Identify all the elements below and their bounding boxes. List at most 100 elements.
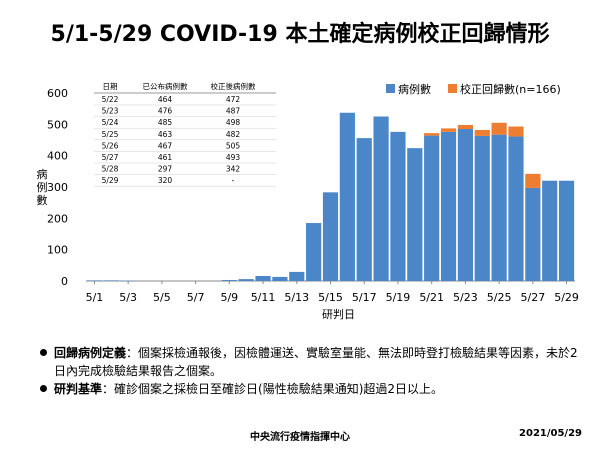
table-header-cell: 日期 xyxy=(103,82,118,91)
bar-case-count xyxy=(558,180,575,281)
bar-case-count xyxy=(272,276,288,281)
x-tick-label: 5/23 xyxy=(453,291,478,304)
x-tick-label: 5/25 xyxy=(487,291,512,304)
legend-swatch-cases xyxy=(386,84,395,93)
note-term: 研判基準 xyxy=(54,382,103,396)
x-tick-label: 5/19 xyxy=(386,291,411,304)
note-text: ：確診個案之採檢日至確診日(陽性檢驗結果通知)超過2日以上。 xyxy=(102,382,444,396)
bar-case-count xyxy=(306,223,322,281)
y-tick-label: 400 xyxy=(47,150,68,163)
bar-corrected-count xyxy=(457,124,473,130)
chart-axes: 0 100 200 300 400 500 600 5/1 5/3 5/5 5/7 5/9 5/11 5/… xyxy=(47,87,579,304)
legend-swatch-corrected xyxy=(448,84,457,93)
note-criteria: 研判基準：確診個案之採檢日至確診日(陽性檢驗結果通知)超過2日以上。 xyxy=(40,380,580,398)
y-tick-label: 200 xyxy=(47,212,68,225)
note-text: ：個案採檢通報後，因檢體運送、實驗室量能、無法即時登打檢驗結果等因素，未於2日內… xyxy=(54,346,578,378)
table-cell: 320 xyxy=(158,176,173,185)
bar-case-count xyxy=(255,275,271,281)
bar-case-count xyxy=(103,280,119,281)
x-tick-label: 5/9 xyxy=(220,291,238,304)
bar-case-count xyxy=(457,129,473,281)
table-header-cell: 校正後病例數 xyxy=(211,81,256,91)
bar-case-count xyxy=(289,271,305,281)
chart-bars xyxy=(86,112,575,282)
x-tick-label: 5/11 xyxy=(251,291,276,304)
x-tick-label: 5/29 xyxy=(554,291,579,304)
bar-case-count xyxy=(525,187,541,281)
y-tick-label: 100 xyxy=(47,244,68,257)
note-term: 回歸病例定義 xyxy=(54,346,127,360)
y-tick-label: 600 xyxy=(47,87,68,100)
y-tick-label: 500 xyxy=(47,118,68,131)
bar-case-count xyxy=(440,131,457,281)
bar-case-count xyxy=(508,136,524,281)
x-tick-label: 5/3 xyxy=(119,291,137,304)
table-cell: 5/25 xyxy=(102,130,119,139)
y-tick-label: 0 xyxy=(61,275,68,288)
bar-case-count xyxy=(390,131,406,281)
legend-label: 病例數 xyxy=(398,82,431,96)
footer-organization: 中央流行疫情指揮中心 xyxy=(250,432,350,443)
bar-case-count xyxy=(407,148,423,281)
x-tick-label: 5/1 xyxy=(86,291,104,304)
bar-case-count xyxy=(238,279,254,281)
chart-legend: 病例數 校正回歸數(n=166) xyxy=(386,82,561,96)
table-cell: 342 xyxy=(226,165,241,174)
x-tick-label: 5/15 xyxy=(318,291,343,304)
x-tick-label: 5/17 xyxy=(352,291,377,304)
table-cell: 5/27 xyxy=(102,153,119,162)
table-cell: 463 xyxy=(158,130,173,139)
table-cell: 498 xyxy=(226,118,241,127)
bar-chart: 0 100 200 300 400 500 600 5/1 5/3 5/5 5/7 5/9 5/11 5/… xyxy=(37,81,579,321)
bar-case-count xyxy=(474,135,490,281)
x-tick-label: 5/5 xyxy=(153,291,171,304)
bar-case-count xyxy=(491,134,507,281)
notes-section: 回歸病例定義：個案採檢通報後，因檢體運送、實驗室量能、無法即時登打檢驗結果等因素… xyxy=(40,344,580,398)
bullet-icon xyxy=(40,349,47,356)
bar-corrected-count xyxy=(440,128,457,132)
x-axis-label: 研判日 xyxy=(322,308,355,321)
legend-label: 校正回歸數(n=166) xyxy=(460,82,561,96)
table-cell: - xyxy=(232,176,235,185)
x-tick-label: 5/7 xyxy=(187,291,205,304)
y-tick-label: 300 xyxy=(47,181,68,194)
bar-case-count xyxy=(424,135,440,281)
bar-case-count xyxy=(221,280,237,281)
bar-corrected-count xyxy=(508,126,524,137)
bar-corrected-count xyxy=(424,133,440,136)
x-tick-label: 5/13 xyxy=(284,291,309,304)
note-definition: 回歸病例定義：個案採檢通報後，因檢體運送、實驗室量能、無法即時登打檢驗結果等因素… xyxy=(40,344,580,380)
table-cell: 5/26 xyxy=(102,141,119,150)
bar-case-count xyxy=(120,280,136,282)
bar-case-count xyxy=(542,180,558,281)
table-cell: 505 xyxy=(226,141,241,150)
bar-case-count xyxy=(322,192,339,281)
footer-date: 2021/05/29 xyxy=(519,428,582,439)
table-cell: 5/28 xyxy=(102,165,119,174)
bar-case-count xyxy=(373,116,389,281)
data-table: 日期 已公布病例數 校正後病例數 5/22 464 472 5/23 476 487 5/24 48… xyxy=(94,81,276,187)
bar-case-count xyxy=(356,138,372,281)
table-cell: 472 xyxy=(226,95,241,104)
table-cell: 482 xyxy=(226,130,241,139)
table-cell: 476 xyxy=(158,107,173,116)
y-axis-label: 病例數 xyxy=(37,167,48,207)
table-cell: 5/29 xyxy=(102,176,119,185)
table-cell: 467 xyxy=(158,141,173,150)
bullet-icon xyxy=(40,385,47,392)
table-cell: 485 xyxy=(158,118,173,127)
bar-case-count xyxy=(86,280,103,281)
table-cell: 297 xyxy=(158,165,173,174)
bar-corrected-count xyxy=(525,173,541,188)
table-cell: 464 xyxy=(158,95,173,104)
table-cell: 461 xyxy=(158,153,173,162)
bar-corrected-count xyxy=(474,129,490,136)
x-tick-label: 5/27 xyxy=(520,291,545,304)
table-cell: 5/24 xyxy=(102,118,119,127)
table-cell: 5/23 xyxy=(102,107,119,116)
table-cell: 487 xyxy=(226,107,241,116)
table-header-cell: 已公布病例數 xyxy=(143,81,188,91)
table-cell: 493 xyxy=(226,153,241,162)
table-cell: 5/22 xyxy=(102,95,119,104)
bar-case-count xyxy=(339,112,355,282)
